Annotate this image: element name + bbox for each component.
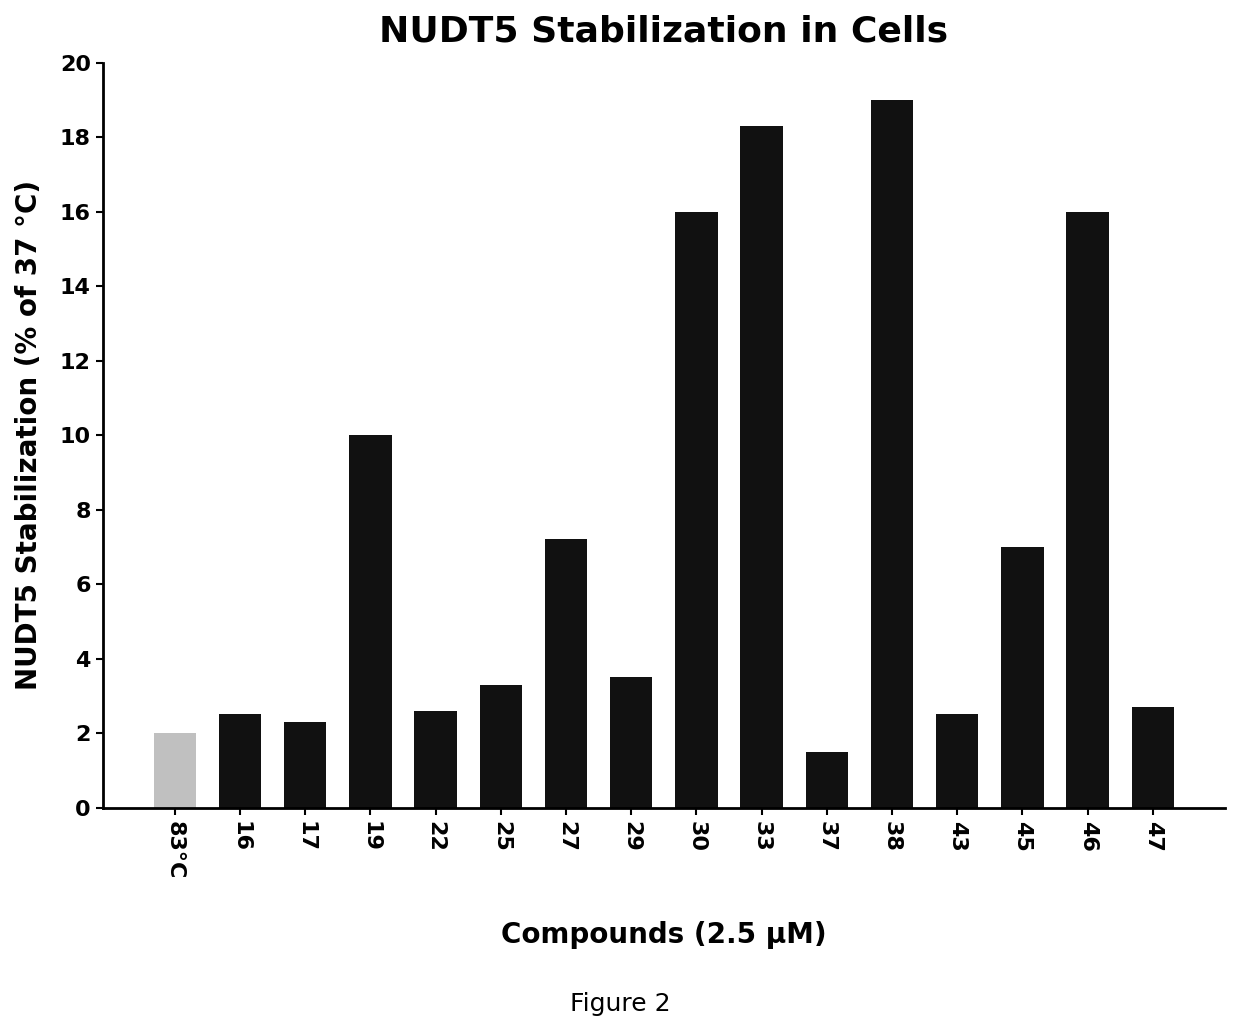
Bar <box>544 540 588 807</box>
Bar <box>480 684 522 807</box>
Bar <box>936 714 978 807</box>
X-axis label: Compounds (2.5 μM): Compounds (2.5 μM) <box>501 921 827 949</box>
Bar <box>870 101 913 807</box>
Bar <box>740 126 782 807</box>
Bar <box>676 211 718 807</box>
Bar <box>284 722 326 807</box>
Bar <box>806 752 848 807</box>
Bar <box>1132 707 1174 807</box>
Bar <box>414 711 456 807</box>
Bar <box>1001 547 1044 807</box>
Bar <box>218 714 262 807</box>
Bar <box>610 677 652 807</box>
Text: Figure 2: Figure 2 <box>569 992 671 1016</box>
Bar <box>154 733 196 807</box>
Bar <box>1066 211 1109 807</box>
Y-axis label: NUDT5 Stabilization (% of 37 °C): NUDT5 Stabilization (% of 37 °C) <box>15 181 43 690</box>
Title: NUDT5 Stabilization in Cells: NUDT5 Stabilization in Cells <box>379 15 949 49</box>
Bar <box>350 435 392 807</box>
